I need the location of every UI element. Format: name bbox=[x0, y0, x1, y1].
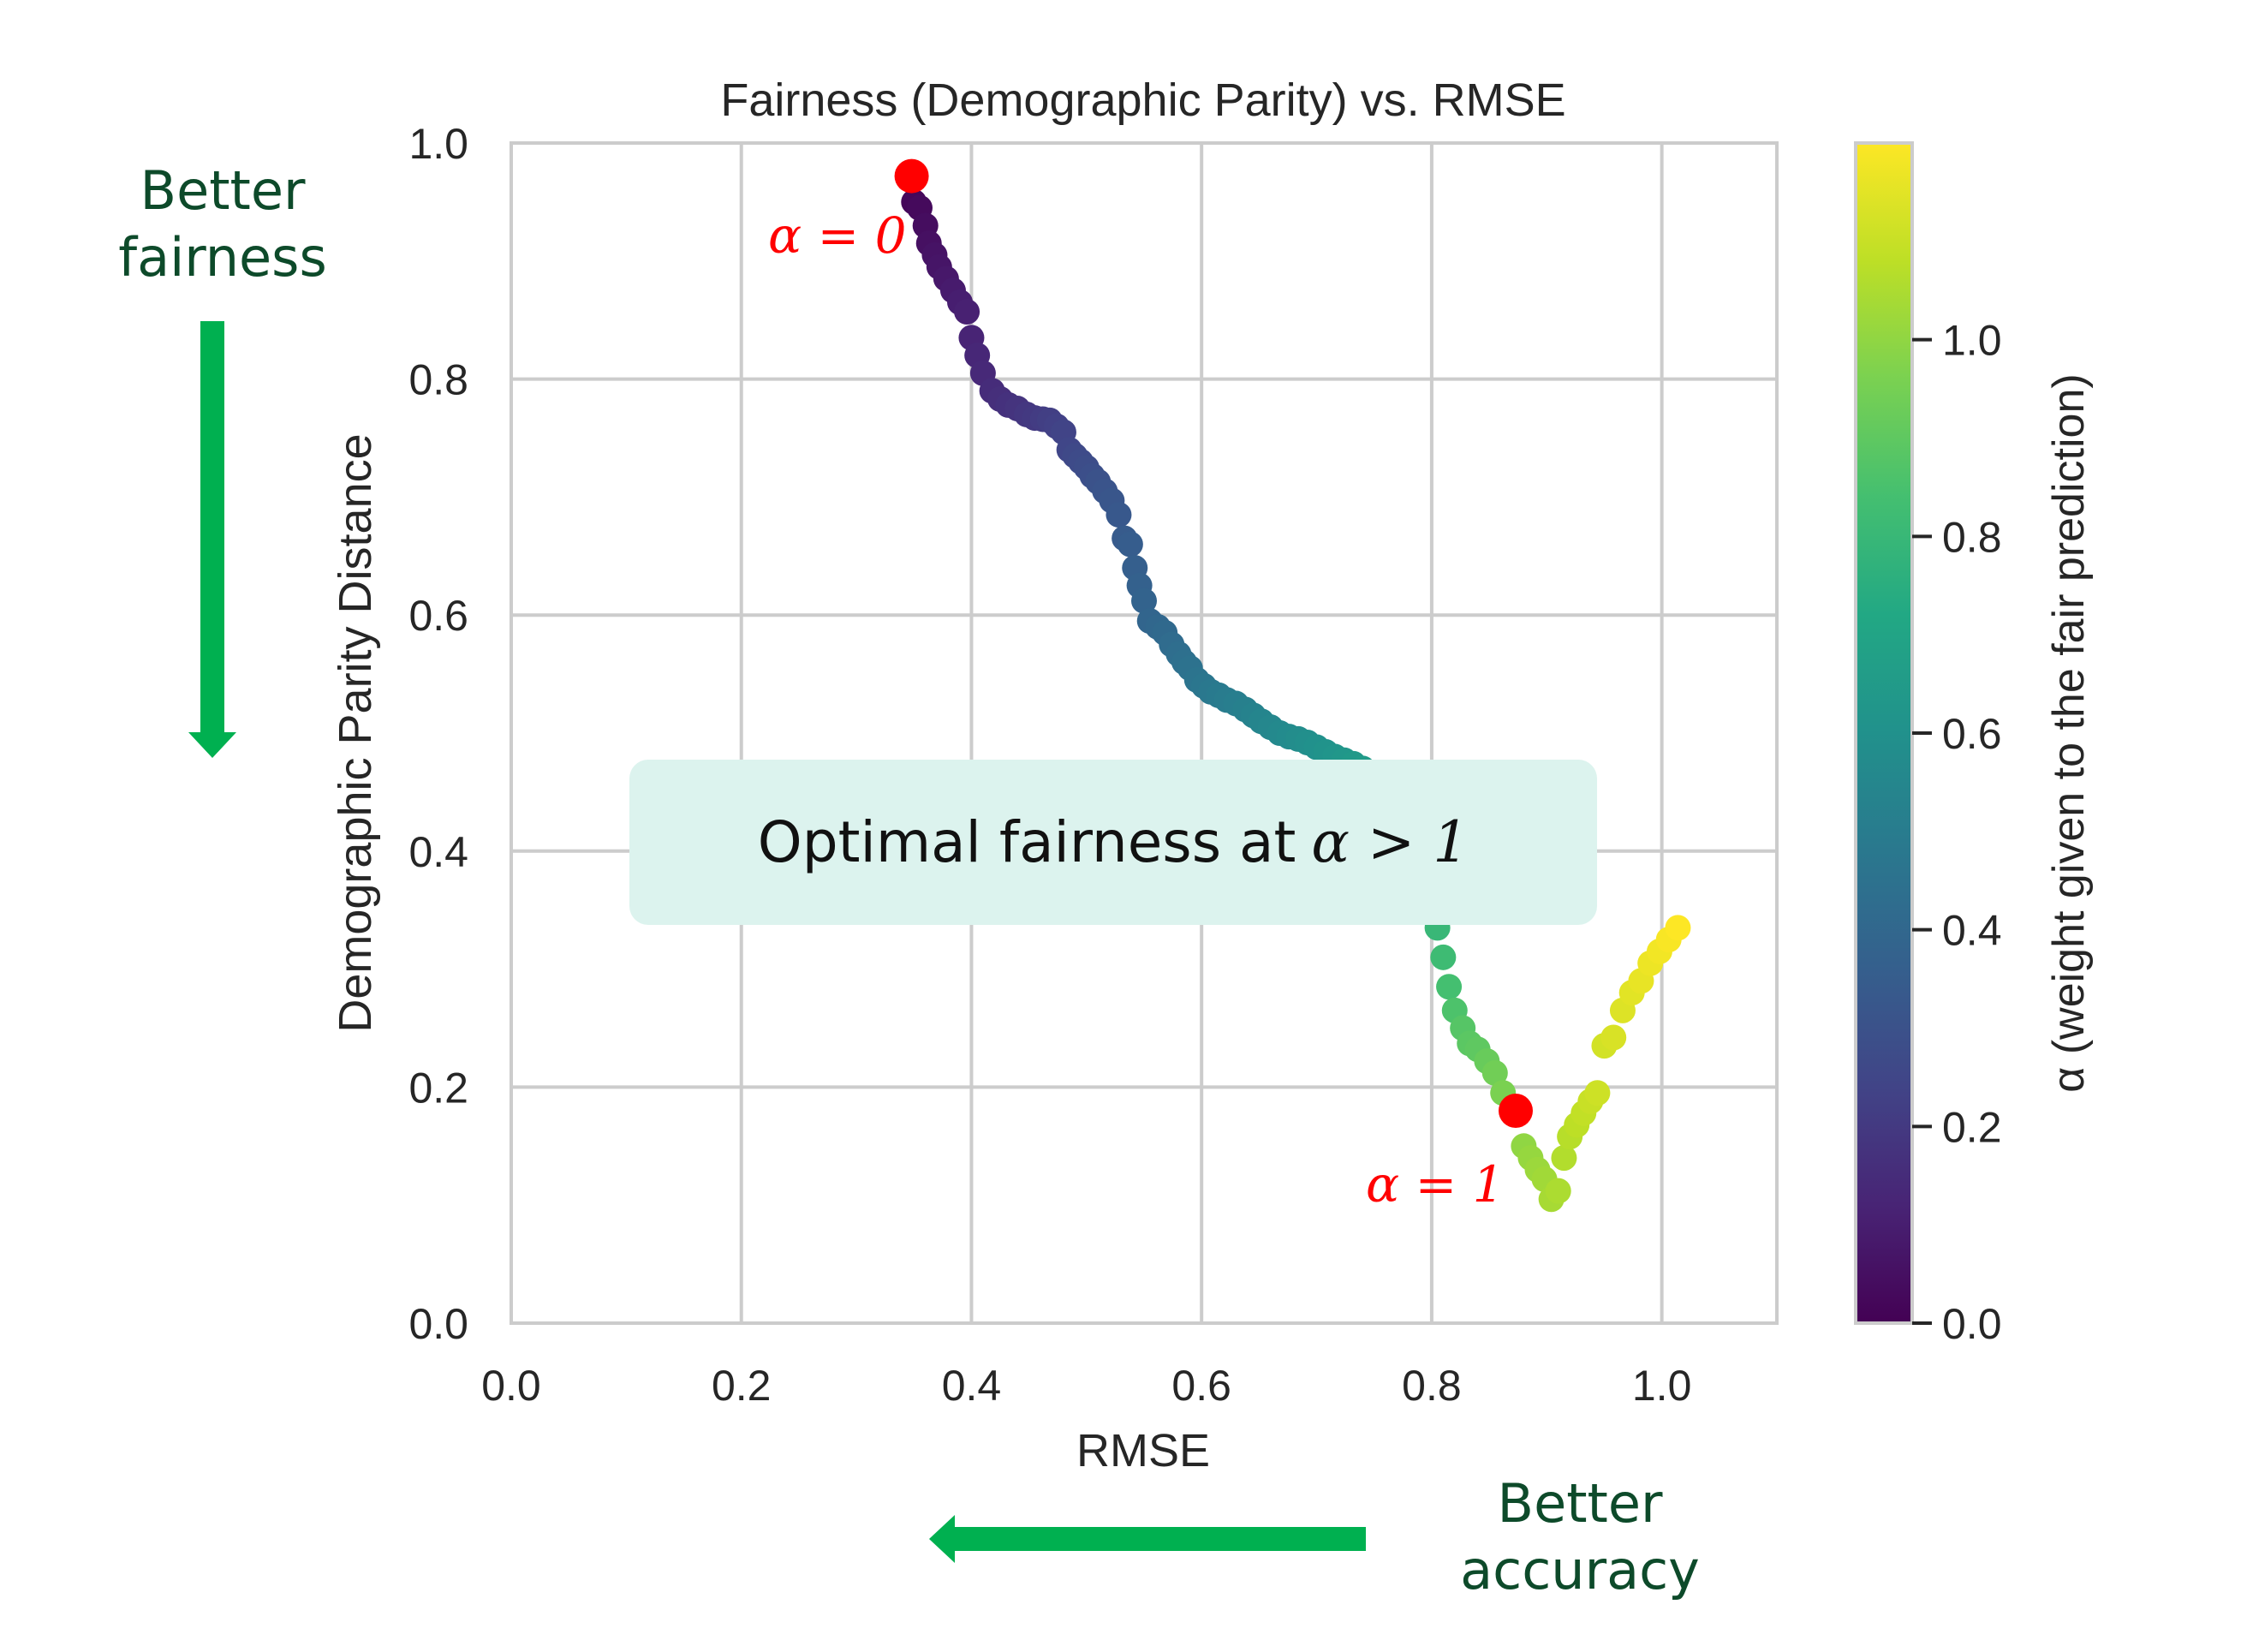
scatter-point bbox=[1106, 502, 1132, 528]
alpha-one-label: α = 1 bbox=[1366, 1155, 1505, 1214]
y-tick-label: 1.0 bbox=[408, 120, 468, 168]
x-axis-label: RMSE bbox=[1076, 1425, 1210, 1476]
y-axis-label: Demographic Parity Distance bbox=[330, 433, 381, 1032]
better-accuracy-line-1: Better bbox=[1497, 1472, 1663, 1535]
x-tick-label: 1.0 bbox=[1632, 1362, 1692, 1410]
scatter-points bbox=[901, 188, 1691, 1213]
colorbar-label: α (weight given to the fair prediction) bbox=[2044, 373, 2094, 1092]
callout-math: α > 1 bbox=[1311, 809, 1469, 875]
highlight-point bbox=[1498, 1093, 1533, 1128]
y-tick-labels: 0.0 0.2 0.4 0.6 0.8 1.0 bbox=[408, 120, 468, 1348]
better-fairness-line-2: fairness bbox=[118, 226, 327, 289]
scatter-point bbox=[1131, 587, 1157, 614]
colorbar-tick-label: 1.0 bbox=[1942, 317, 2002, 365]
scatter-point bbox=[1551, 1145, 1577, 1172]
colorbar-tick-label: 0.0 bbox=[1942, 1300, 2002, 1348]
plot-frame bbox=[510, 141, 1779, 1325]
scatter-point bbox=[1600, 1024, 1627, 1051]
x-tick-label: 0.6 bbox=[1171, 1362, 1231, 1410]
highlight-points bbox=[894, 158, 1533, 1128]
scatter-point bbox=[1481, 1059, 1508, 1086]
callout-text: Optimal fairness at bbox=[757, 809, 1296, 875]
better-fairness-arrow-head bbox=[188, 732, 236, 758]
better-fairness-line-1: Better bbox=[140, 159, 306, 222]
better-accuracy-arrow-head bbox=[929, 1515, 955, 1563]
better-fairness-label: Better fairness bbox=[107, 158, 338, 291]
optimal-fairness-callout: Optimal fairness at α > 1 bbox=[629, 760, 1597, 925]
colorbar-tick-label: 0.6 bbox=[1942, 710, 2002, 758]
scatter-point bbox=[1436, 974, 1463, 1000]
colorbar-tick-label: 0.4 bbox=[1942, 907, 2002, 955]
scatter-point bbox=[1545, 1178, 1571, 1204]
x-tick-label: 0.2 bbox=[712, 1362, 772, 1410]
scatter-point bbox=[1430, 944, 1457, 970]
x-tick-label: 0.0 bbox=[481, 1362, 541, 1410]
x-tick-labels: 0.0 0.2 0.4 0.6 0.8 1.0 bbox=[481, 1362, 1691, 1410]
scatter-point bbox=[1665, 915, 1691, 941]
scatter-point bbox=[1584, 1080, 1611, 1106]
colorbar-tick-label: 0.8 bbox=[1942, 513, 2002, 561]
chart-title: Fairness (Demographic Parity) vs. RMSE bbox=[720, 75, 1565, 126]
y-tick-label: 0.8 bbox=[408, 356, 468, 404]
highlight-point bbox=[894, 158, 929, 194]
scatter-point bbox=[954, 299, 980, 325]
colorbar bbox=[1854, 141, 1914, 1325]
y-tick-label: 0.0 bbox=[408, 1300, 468, 1348]
better-accuracy-line-2: accuracy bbox=[1460, 1539, 1700, 1601]
y-tick-label: 0.6 bbox=[408, 592, 468, 640]
colorbar-tick-label: 0.2 bbox=[1942, 1103, 2002, 1151]
better-accuracy-label: Better accuracy bbox=[1417, 1470, 1743, 1604]
x-tick-label: 0.4 bbox=[942, 1362, 1002, 1410]
colorbar-ticks: 0.0 0.2 0.4 0.6 0.8 1.0 bbox=[1912, 317, 2002, 1348]
grid bbox=[510, 141, 1777, 1325]
scatter-point bbox=[1117, 531, 1143, 558]
y-tick-label: 0.4 bbox=[408, 828, 468, 876]
alpha-zero-label: α = 0 bbox=[768, 206, 907, 265]
y-tick-label: 0.2 bbox=[408, 1064, 468, 1112]
x-tick-label: 0.8 bbox=[1402, 1362, 1462, 1410]
